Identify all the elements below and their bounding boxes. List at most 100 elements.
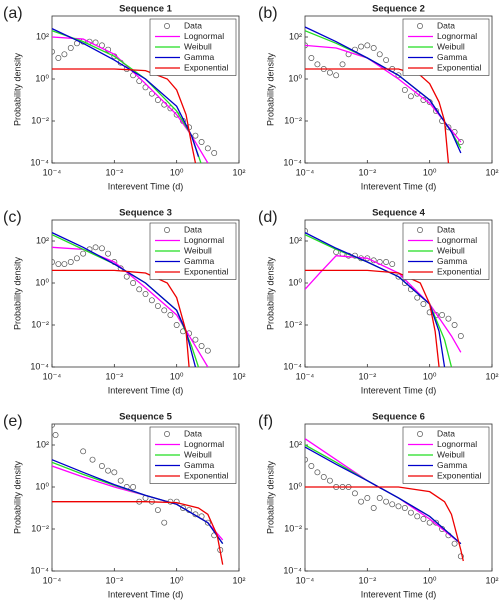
x-tick-label: 10² (232, 371, 245, 381)
data-point (305, 456, 308, 463)
x-tick-label: 10⁻⁴ (43, 371, 62, 381)
data-point (308, 463, 315, 469)
data-point (154, 303, 161, 309)
data-point (211, 150, 218, 156)
data-point (89, 456, 96, 463)
data-point (154, 507, 161, 513)
fit-line (305, 446, 462, 545)
y-axis-label: Probability density (12, 52, 22, 126)
y-tick-label: 10² (36, 235, 49, 245)
legend-marker (164, 227, 170, 233)
data-point (314, 61, 321, 68)
data-point (142, 84, 149, 91)
legend-label: Lognormal (437, 31, 477, 41)
data-point (426, 519, 433, 526)
data-point (305, 228, 308, 234)
data-point (192, 132, 199, 139)
x-tick-label: 10⁻² (105, 167, 123, 177)
x-tick-label: 10⁰ (170, 575, 184, 585)
data-point (52, 259, 55, 265)
x-axis-label: Interevent Time (d) (361, 385, 437, 395)
legend-label: Lognormal (437, 439, 477, 449)
data-point (67, 259, 74, 265)
y-tick-label: 10⁻² (284, 319, 302, 329)
legend-label: Exponential (184, 266, 229, 276)
data-point (445, 124, 452, 131)
panel: (b) Sequence 2 Interevent Time (d) Probabil… (258, 4, 499, 192)
fit-line (305, 486, 464, 562)
y-tick-label: 10⁰ (288, 481, 302, 491)
data-point (130, 280, 137, 286)
data-point (148, 90, 155, 97)
y-tick-label: 10² (289, 439, 302, 449)
y-tick-label: 10⁻⁴ (30, 361, 49, 371)
legend-label: Data (437, 428, 455, 438)
x-tick-label: 10⁰ (423, 167, 437, 177)
y-tick-label: 10⁻² (31, 319, 49, 329)
y-axis-label: Probability density (12, 460, 22, 534)
data-point (61, 51, 68, 58)
data-point (358, 498, 365, 505)
y-tick-label: 10⁰ (35, 277, 49, 287)
data-point (154, 97, 161, 103)
data-point (383, 498, 390, 505)
data-point (314, 469, 321, 476)
data-point (401, 87, 408, 93)
fit-line (305, 232, 446, 367)
chart-title: Sequence 6 (372, 412, 425, 423)
legend-label: Exponential (184, 470, 229, 480)
fit-line (305, 26, 462, 154)
y-axis-label: Probability density (265, 52, 275, 126)
data-point (414, 513, 421, 520)
data-point (420, 516, 427, 522)
data-point (370, 45, 377, 51)
data-point (55, 55, 62, 61)
data-point (204, 347, 211, 354)
y-tick-label: 10⁻⁴ (30, 565, 49, 575)
y-tick-label: 10⁻⁴ (283, 565, 302, 575)
legend-label: Lognormal (184, 439, 224, 449)
legend-label: Gamma (437, 256, 468, 266)
data-point (376, 495, 383, 501)
y-axis-label: Probability density (12, 256, 22, 330)
x-tick-label: 10² (485, 167, 498, 177)
data-point (333, 72, 340, 79)
y-tick-label: 10⁻⁴ (30, 157, 49, 167)
data-point (105, 250, 112, 257)
panel: (f) Sequence 6 Interevent Time (d) Probabil… (258, 412, 499, 600)
data-point (67, 45, 74, 51)
data-point (389, 261, 396, 267)
x-tick-label: 10⁻⁴ (296, 167, 315, 177)
data-point (167, 105, 174, 112)
data-point (52, 424, 55, 428)
x-tick-label: 10⁻² (358, 371, 376, 381)
data-point (414, 90, 421, 97)
y-tick-label: 10⁻² (284, 115, 302, 125)
data-point (451, 540, 458, 547)
x-tick-label: 10² (485, 371, 498, 381)
data-point (401, 280, 408, 286)
plot-content (52, 424, 224, 565)
x-tick-label: 10⁻⁴ (43, 167, 62, 177)
data-point (395, 273, 402, 280)
data-point (401, 505, 408, 511)
plot-content (52, 232, 211, 367)
data-point (52, 48, 55, 55)
y-tick-label: 10⁻² (284, 523, 302, 533)
chart-title: Sequence 1 (119, 4, 173, 15)
legend-label: Lognormal (437, 235, 477, 245)
legend-label: Exponential (437, 266, 482, 276)
data-point (376, 51, 383, 58)
data-point (111, 469, 118, 476)
data-point (173, 322, 180, 328)
data-point (167, 312, 174, 318)
panel-label: (b) (258, 5, 278, 22)
x-axis-label: Interevent Time (d) (108, 385, 184, 395)
panel-label: (c) (3, 209, 22, 226)
y-tick-label: 10⁰ (35, 481, 49, 491)
data-point (383, 259, 390, 265)
data-point (180, 505, 186, 511)
